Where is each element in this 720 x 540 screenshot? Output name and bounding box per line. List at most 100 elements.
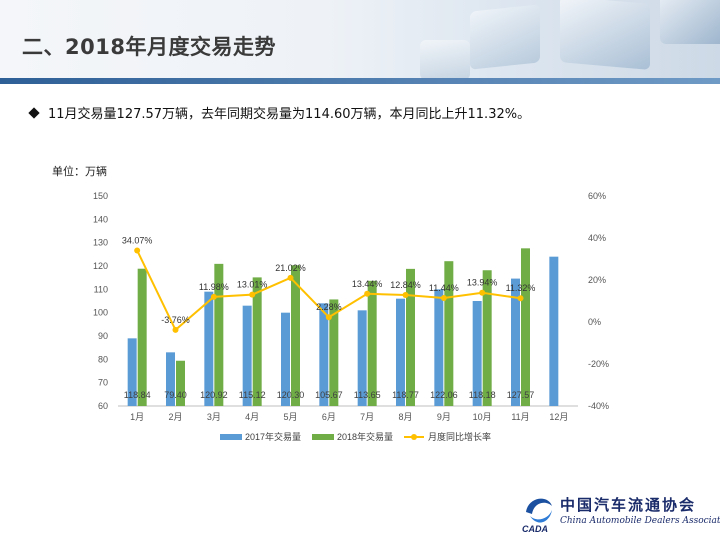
x-tick-label: 5月 [283, 412, 297, 422]
bar-2017 [204, 291, 214, 406]
rate-point [210, 293, 217, 300]
x-tick-label: 3月 [207, 412, 221, 422]
rate-point [172, 326, 179, 333]
decor-cube [660, 0, 720, 44]
x-tick-label: 9月 [437, 412, 451, 422]
bar-data-label: 122.06 [430, 390, 458, 400]
legend-swatch-2017 [220, 434, 242, 440]
legend-label-2018: 2018年交易量 [337, 431, 393, 442]
bar-2018 [291, 265, 300, 406]
rate-point [325, 314, 332, 321]
rate-data-label: 13.01% [237, 280, 268, 290]
rate-data-label: 12.84% [390, 280, 421, 290]
rate-data-label: 11.32% [506, 283, 536, 293]
rate-data-label: 21.02% [275, 263, 306, 273]
x-tick-label: 2月 [168, 412, 182, 422]
rate-point [364, 290, 371, 297]
summary-text: 11月交易量127.57万辆，去年同期交易量为114.60万辆，本月同比上升11… [48, 107, 531, 122]
y-tick-label: 110 [94, 284, 108, 294]
x-tick-label: 1月 [130, 412, 144, 422]
y-tick-label: 130 [93, 238, 108, 248]
x-tick-label: 7月 [360, 412, 374, 422]
bar-data-label: 118.18 [469, 390, 496, 400]
bar-2017 [127, 338, 137, 406]
x-tick-label: 4月 [245, 412, 259, 422]
rate-data-label: 11.98% [199, 282, 229, 292]
rate-point [479, 289, 486, 296]
logo-english-name: China Automobile Dealers Association [560, 516, 720, 526]
y2-tick-label: 60% [588, 191, 606, 201]
cada-emblem-icon: CADA [522, 498, 552, 534]
header-banner: 二、2018年月度交易走势 [0, 0, 720, 78]
cada-logo: CADA 中国汽车流通协会 China Automobile Dealers A… [518, 492, 720, 536]
logo-chinese-name: 中国汽车流通协会 [560, 496, 697, 514]
bar-data-label: 118.77 [392, 390, 419, 400]
bar-data-label: 105.67 [315, 390, 343, 400]
legend-swatch-2018 [312, 434, 334, 440]
y-tick-label: 60 [98, 401, 108, 411]
y2-tick-label: 20% [588, 275, 606, 285]
bar-data-label: 115.12 [239, 390, 266, 400]
logo-badge-text: CADA [522, 524, 548, 534]
y-tick-label: 100 [93, 308, 108, 318]
bar-2018 [176, 360, 185, 406]
rate-point [440, 294, 447, 301]
rate-point [134, 247, 141, 254]
y-tick-label: 120 [93, 261, 108, 271]
y-tick-label: 140 [93, 214, 108, 224]
x-tick-label: 12月 [549, 412, 568, 422]
rate-point [249, 291, 256, 298]
legend-marker-rate [411, 434, 417, 440]
bar-2018 [406, 268, 415, 406]
bar-2018 [367, 280, 377, 406]
rate-data-label: 34.07% [122, 235, 153, 245]
y-tick-label: 150 [93, 191, 108, 201]
bar-2017 [511, 278, 520, 406]
legend-label-rate: 月度同比增长率 [428, 431, 491, 442]
bar-2017 [319, 303, 329, 406]
bar-data-label: 120.30 [277, 390, 305, 400]
rate-point [517, 295, 524, 302]
bar-2017 [396, 298, 405, 406]
y2-tick-label: -40% [588, 401, 609, 411]
rate-data-label: 13.94% [467, 278, 498, 288]
bar-2017 [549, 256, 559, 406]
bar-data-label: 113.65 [354, 390, 381, 400]
summary-line: 11月交易量127.57万辆，去年同期交易量为114.60万辆，本月同比上升11… [28, 103, 531, 122]
bar-2017 [166, 352, 175, 406]
rate-data-label: 11.44% [429, 283, 459, 293]
rate-data-label: 13.44% [352, 279, 383, 289]
y2-tick-label: 40% [588, 233, 606, 243]
y-tick-label: 70 [98, 378, 108, 388]
bar-2018 [252, 277, 262, 406]
bar-data-label: 79.40 [164, 390, 187, 400]
x-tick-label: 8月 [398, 412, 412, 422]
bar-2018 [214, 263, 224, 406]
rate-point [402, 292, 409, 299]
legend-label-2017: 2017年交易量 [245, 431, 301, 442]
rate-data-label: 2.28% [316, 302, 342, 312]
unit-label: 单位：万辆 [52, 165, 107, 178]
bar-2018 [521, 248, 530, 406]
decor-cube [420, 40, 470, 78]
x-tick-label: 10月 [473, 412, 492, 422]
bar-2017 [472, 301, 482, 406]
bar-2017 [357, 310, 367, 406]
title-divider [0, 78, 720, 84]
bar-data-label: 127.57 [507, 390, 535, 400]
bar-data-label: 118.84 [124, 390, 151, 400]
y2-tick-label: 0% [588, 317, 601, 327]
bar-2017 [281, 312, 290, 406]
bar-data-label: 120.92 [200, 390, 228, 400]
y-tick-label: 80 [98, 354, 108, 364]
bar-2017 [242, 305, 252, 406]
x-tick-label: 11月 [511, 412, 529, 422]
bar-2018 [329, 299, 339, 406]
rate-point [287, 274, 294, 281]
bar-2017 [434, 289, 444, 406]
y2-tick-label: -20% [588, 359, 609, 369]
bar-2018 [137, 268, 147, 406]
bar-2018 [482, 270, 492, 406]
y-tick-label: 90 [98, 331, 108, 341]
